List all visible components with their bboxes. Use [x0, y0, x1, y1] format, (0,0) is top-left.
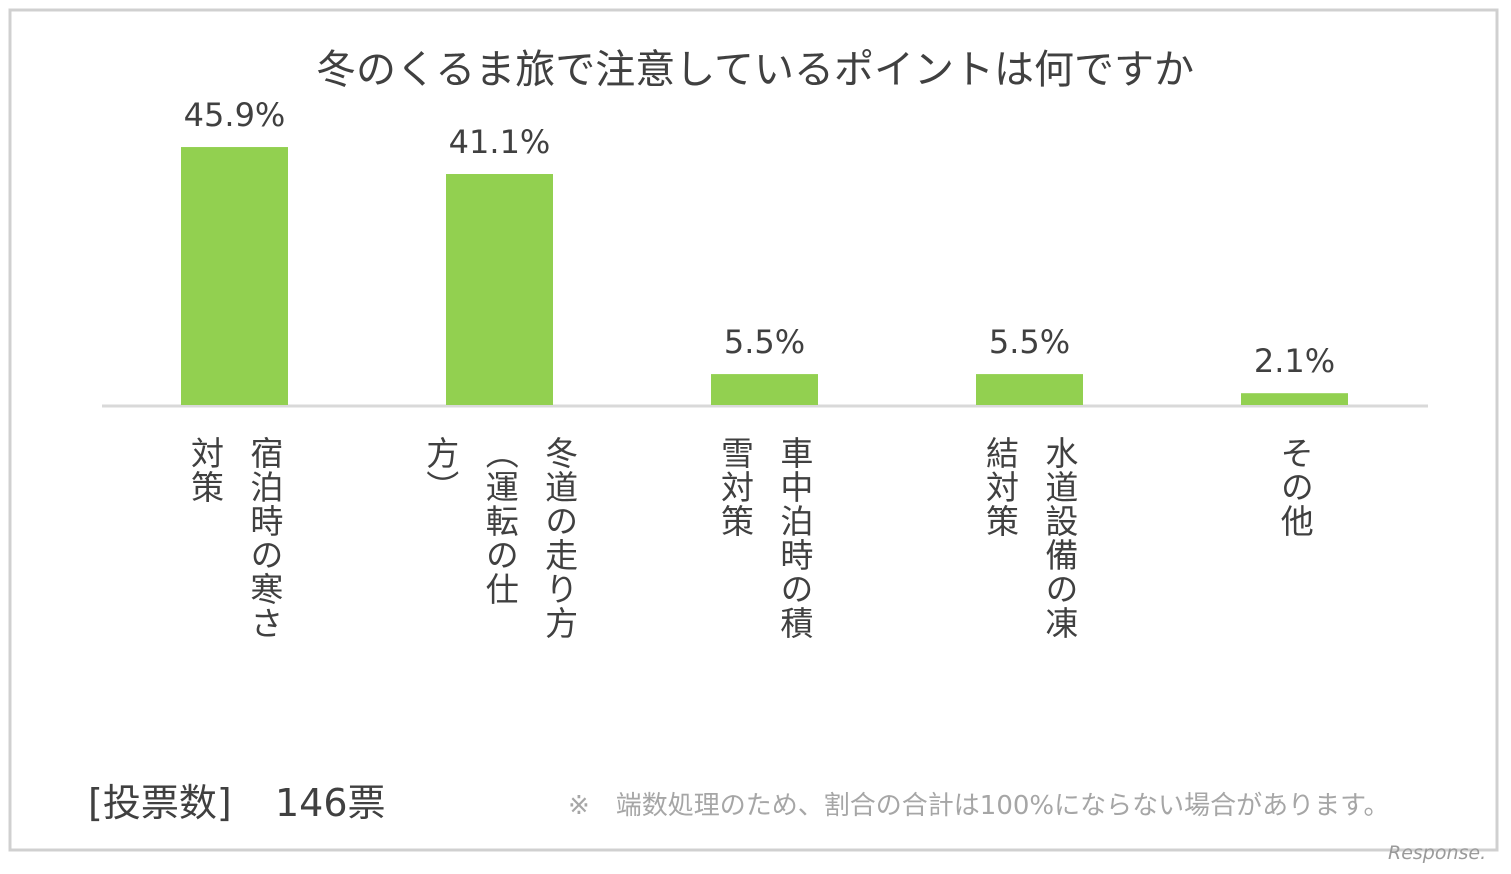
- chart-title: 冬のくるま旅で注意しているポイントは何ですか: [316, 47, 1194, 93]
- x-tick-label: 宿泊時の寒さ対策: [185, 436, 284, 640]
- bar: [976, 374, 1083, 405]
- bar: [711, 374, 818, 405]
- bar: [181, 147, 288, 406]
- x-tick-label: 水道設備の凍結対策: [980, 436, 1079, 640]
- frame: [8, 8, 1499, 852]
- value-label: 5.5%: [724, 323, 805, 361]
- votes-label: [投票数]: [88, 781, 232, 825]
- value-label: 2.1%: [1254, 342, 1335, 380]
- watermark: Response.: [1388, 842, 1487, 864]
- votes: 146票: [275, 781, 386, 825]
- x-tick-label: 冬道の走り方（運転の仕方）: [420, 436, 579, 640]
- bar: [446, 174, 553, 405]
- value-label: 41.1%: [449, 123, 551, 161]
- x-tick-label: その他: [1275, 436, 1315, 538]
- note: ※ 端数処理のため、割合の合計は100%にならない場合があります。: [568, 791, 1390, 821]
- x-tick-label: 車中泊時の積雪対策: [715, 436, 814, 640]
- value-label: 45.9%: [184, 96, 286, 134]
- bar: [1241, 393, 1348, 405]
- value-label: 5.5%: [989, 323, 1070, 361]
